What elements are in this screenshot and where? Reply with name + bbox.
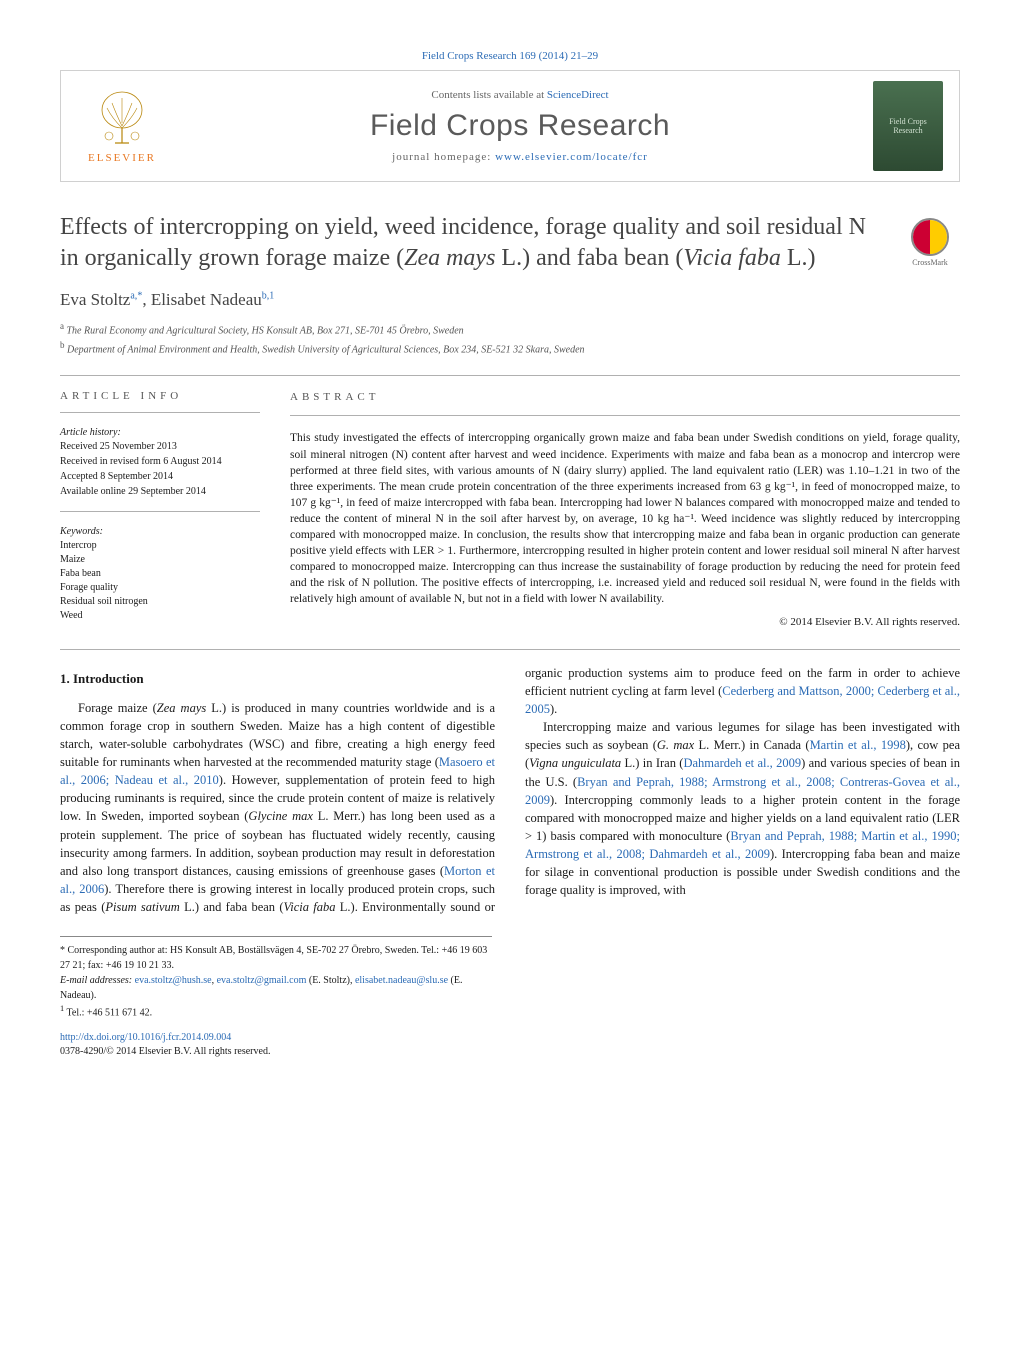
doi-block: http://dx.doi.org/10.1016/j.fcr.2014.09.…: [60, 1031, 960, 1059]
article-info-header: article info: [60, 390, 260, 402]
journal-homepage: journal homepage: www.elsevier.com/locat…: [167, 151, 873, 163]
contents-line: Contents lists available at ScienceDirec…: [167, 89, 873, 101]
crossmark-icon: [911, 218, 949, 256]
elsevier-tree-icon: [87, 88, 157, 148]
footnotes: * Corresponding author at: HS Konsult AB…: [60, 936, 492, 1020]
journal-reference: Field Crops Research 169 (2014) 21–29: [60, 50, 960, 62]
journal-name: Field Crops Research: [167, 109, 873, 143]
doi-link[interactable]: http://dx.doi.org/10.1016/j.fcr.2014.09.…: [60, 1032, 231, 1043]
citation-link[interactable]: Martin et al., 1998: [810, 738, 906, 752]
journal-ref-link[interactable]: Field Crops Research 169 (2014) 21–29: [422, 50, 598, 62]
intro-heading: 1. Introduction: [60, 670, 495, 689]
email-link[interactable]: eva.stoltz@gmail.com: [217, 975, 307, 986]
journal-cover[interactable]: Field Crops Research: [873, 81, 943, 171]
publisher-logo[interactable]: ELSEVIER: [77, 81, 167, 171]
email-link[interactable]: elisabet.nadeau@slu.se: [355, 975, 448, 986]
abstract: abstract This study investigated the eff…: [290, 390, 960, 631]
abstract-header: abstract: [290, 390, 960, 405]
publisher-name: ELSEVIER: [87, 152, 157, 164]
citation-link[interactable]: Dahmardeh et al., 2009: [683, 756, 801, 770]
article-body: 1. Introduction Forage maize (Zea mays L…: [60, 664, 960, 916]
email-link[interactable]: eva.stoltz@hush.se: [135, 975, 212, 986]
journal-banner: ELSEVIER Contents lists available at Sci…: [60, 70, 960, 182]
abstract-text: This study investigated the effects of i…: [290, 430, 960, 607]
article-info: article info Article history: Received 2…: [60, 390, 260, 631]
abstract-copyright: © 2014 Elsevier B.V. All rights reserved…: [290, 615, 960, 630]
separator: [60, 375, 960, 376]
sciencedirect-link[interactable]: ScienceDirect: [547, 89, 609, 101]
homepage-link[interactable]: www.elsevier.com/locate/fcr: [495, 151, 648, 163]
article-title: Effects of intercropping on yield, weed …: [60, 212, 900, 274]
crossmark-label: CrossMark: [912, 258, 948, 267]
affiliations: a The Rural Economy and Agricultural Soc…: [60, 320, 960, 357]
authors: Eva Stoltza,*, Elisabet Nadeaub,1: [60, 290, 960, 310]
crossmark-button[interactable]: CrossMark: [900, 212, 960, 272]
